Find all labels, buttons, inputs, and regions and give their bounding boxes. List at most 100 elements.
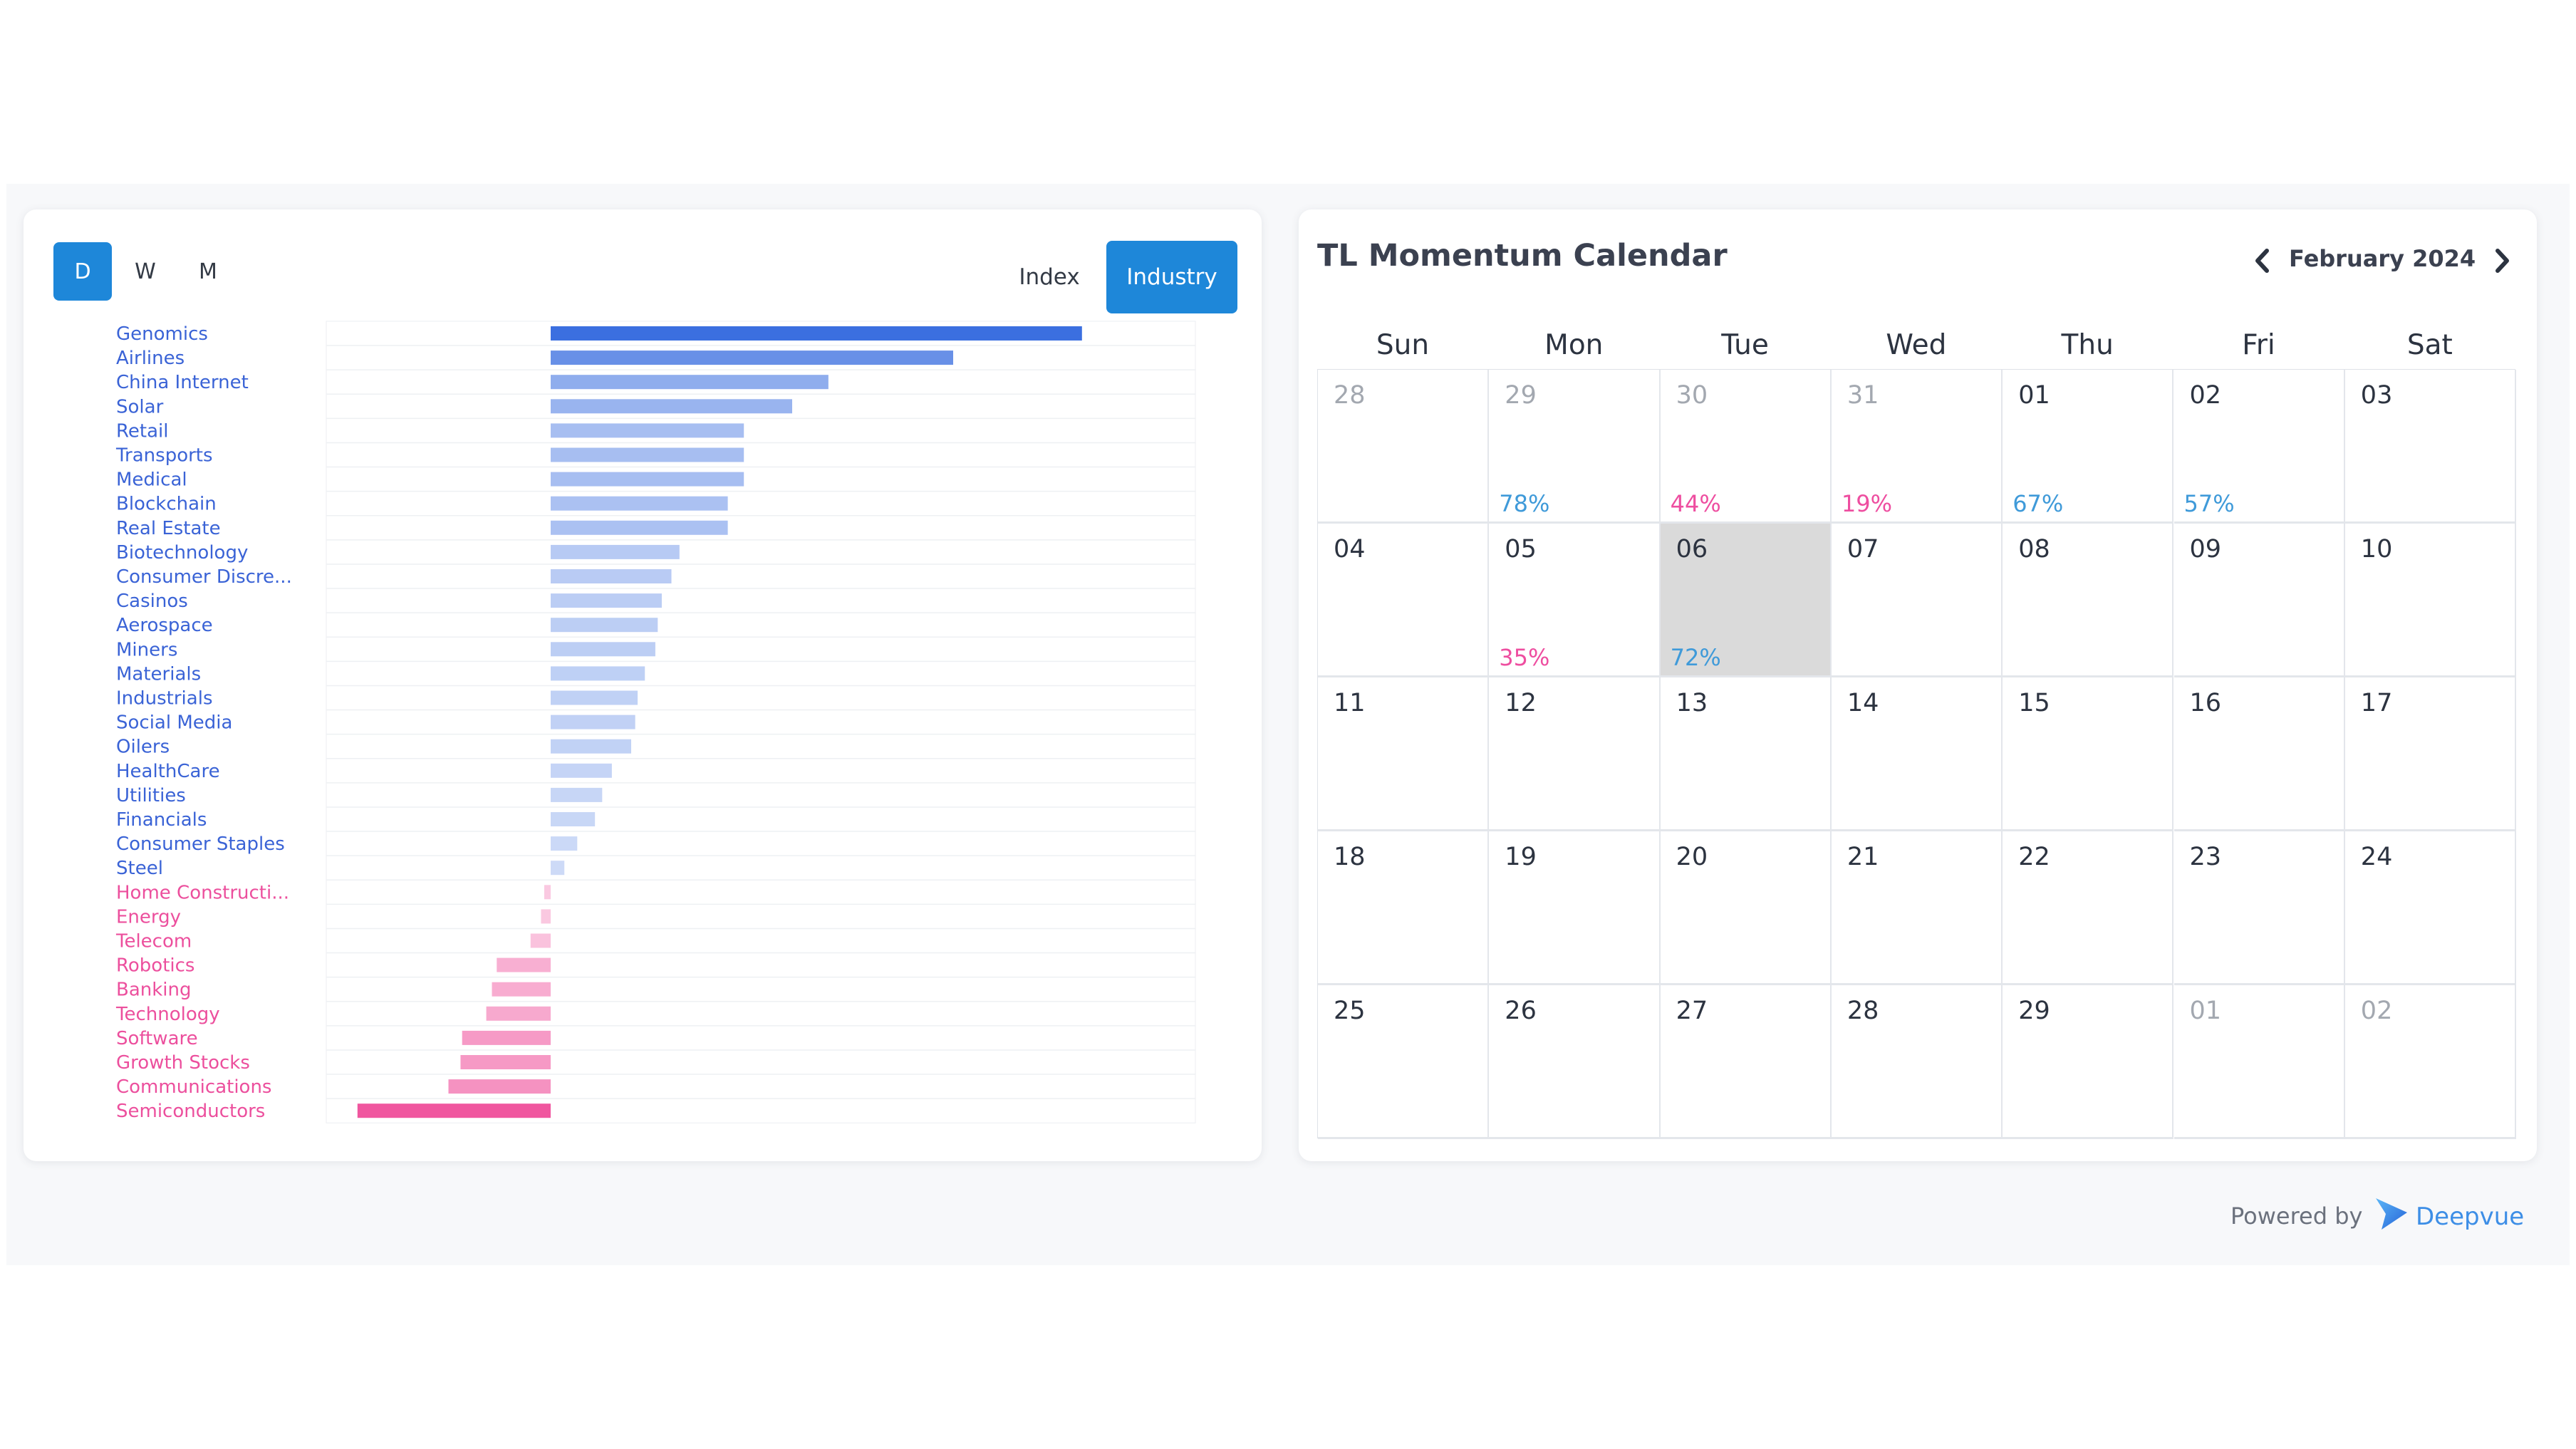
calendar-day[interactable]: 08: [2003, 524, 2174, 677]
industry-label[interactable]: Transports: [115, 445, 213, 467]
calendar-day[interactable]: 09: [2174, 524, 2345, 677]
bar-retail[interactable]: [551, 423, 744, 438]
calendar-day[interactable]: 28: [1831, 985, 2003, 1139]
industry-label[interactable]: Financials: [116, 809, 207, 831]
industry-label[interactable]: Software: [116, 1028, 198, 1049]
bar-consumer-staples[interactable]: [551, 836, 578, 851]
bar-semiconductors[interactable]: [357, 1103, 551, 1118]
calendar-day[interactable]: 26: [1489, 985, 1661, 1139]
period-daily-button[interactable]: D: [53, 242, 112, 301]
bar-communications[interactable]: [448, 1079, 551, 1094]
industry-label[interactable]: Communications: [116, 1076, 271, 1098]
industry-label[interactable]: Materials: [116, 663, 201, 685]
bar-biotechnology[interactable]: [551, 544, 680, 559]
bar-medical[interactable]: [551, 472, 744, 487]
calendar-day[interactable]: 04: [1318, 524, 1490, 677]
calendar-day[interactable]: 28: [1318, 370, 1490, 524]
calendar-day[interactable]: 11: [1318, 677, 1490, 831]
calendar-day[interactable]: 13: [1660, 677, 1832, 831]
industry-label[interactable]: Genomics: [116, 323, 208, 345]
calendar-day[interactable]: 30 44%: [1660, 370, 1832, 524]
bar-banking[interactable]: [492, 982, 551, 997]
period-weekly-button[interactable]: W: [135, 259, 156, 284]
industry-label[interactable]: Social Media: [116, 712, 232, 734]
industry-label[interactable]: Energy: [116, 906, 181, 928]
bar-transports[interactable]: [551, 447, 744, 462]
bar-utilities[interactable]: [551, 787, 603, 802]
calendar-day[interactable]: 25: [1318, 985, 1490, 1139]
industry-label[interactable]: Solar: [116, 396, 164, 417]
calendar-day-today[interactable]: 06 72%: [1660, 524, 1832, 677]
industry-label[interactable]: Real Estate: [116, 518, 221, 539]
deepvue-logo-icon[interactable]: [2372, 1194, 2411, 1237]
industry-label[interactable]: Consumer Discre...: [116, 566, 292, 588]
calendar-day[interactable]: 02 57%: [2174, 370, 2345, 524]
industry-label[interactable]: Airlines: [116, 348, 185, 369]
calendar-day[interactable]: 14: [1831, 677, 2003, 831]
bar-aerospace[interactable]: [551, 618, 658, 633]
bar-social-media[interactable]: [551, 715, 635, 729]
calendar-day[interactable]: 15: [2003, 677, 2174, 831]
calendar-day[interactable]: 07: [1831, 524, 2003, 677]
industry-label[interactable]: China Internet: [116, 372, 249, 393]
bar-industrials[interactable]: [551, 690, 638, 705]
calendar-day[interactable]: 22: [2003, 831, 2174, 985]
bar-technology[interactable]: [486, 1006, 551, 1021]
industry-label[interactable]: Semiconductors: [116, 1101, 265, 1122]
industry-tab[interactable]: Industry: [1106, 241, 1237, 313]
bar-airlines[interactable]: [551, 350, 953, 365]
bar-energy[interactable]: [541, 909, 551, 924]
industry-label[interactable]: Biotechnology: [116, 542, 248, 564]
period-monthly-button[interactable]: M: [199, 259, 217, 284]
bar-growth-stocks[interactable]: [460, 1055, 551, 1069]
bar-oilers[interactable]: [551, 739, 631, 754]
industry-label[interactable]: Oilers: [116, 737, 170, 758]
calendar-day[interactable]: 03: [2344, 370, 2517, 524]
calendar-day[interactable]: 19: [1489, 831, 1661, 985]
industry-label[interactable]: Aerospace: [116, 615, 213, 636]
industry-label[interactable]: Medical: [116, 469, 187, 491]
calendar-day[interactable]: 31 19%: [1831, 370, 2003, 524]
bar-materials[interactable]: [551, 666, 645, 681]
industry-label[interactable]: Technology: [115, 1004, 220, 1025]
industry-label[interactable]: HealthCare: [116, 761, 220, 782]
bar-healthcare[interactable]: [551, 763, 612, 778]
calendar-day[interactable]: 17: [2344, 677, 2517, 831]
bar-blockchain[interactable]: [551, 496, 728, 511]
industry-label[interactable]: Telecom: [115, 931, 192, 952]
bar-casinos[interactable]: [551, 593, 662, 608]
industry-label[interactable]: Miners: [116, 639, 177, 660]
industry-label[interactable]: Growth Stocks: [116, 1052, 250, 1074]
calendar-day[interactable]: 29 78%: [1489, 370, 1661, 524]
next-month-icon[interactable]: [2487, 239, 2518, 282]
industry-label[interactable]: Consumer Staples: [116, 833, 285, 855]
bar-financials[interactable]: [551, 812, 596, 826]
calendar-day[interactable]: 18: [1318, 831, 1490, 985]
industry-label[interactable]: Banking: [116, 980, 192, 1001]
industry-label[interactable]: Steel: [116, 858, 163, 879]
calendar-day[interactable]: 23: [2174, 831, 2345, 985]
calendar-day[interactable]: 01: [2174, 985, 2345, 1139]
bar-steel[interactable]: [551, 861, 565, 876]
calendar-day[interactable]: 27: [1660, 985, 1832, 1139]
bar-genomics[interactable]: [551, 326, 1082, 341]
deepvue-brand-link[interactable]: Deepvue: [2416, 1203, 2525, 1231]
bar-miners[interactable]: [551, 642, 655, 657]
bar-robotics[interactable]: [497, 957, 551, 972]
calendar-day[interactable]: 05 35%: [1489, 524, 1661, 677]
bar-consumer-discre[interactable]: [551, 569, 672, 583]
calendar-day[interactable]: 02: [2344, 985, 2517, 1139]
calendar-day[interactable]: 20: [1660, 831, 1832, 985]
bar-real-estate[interactable]: [551, 520, 728, 535]
bar-solar[interactable]: [551, 399, 792, 414]
bar-telecom[interactable]: [530, 933, 551, 948]
index-tab[interactable]: Index: [1019, 264, 1080, 290]
calendar-day[interactable]: 24: [2344, 831, 2517, 985]
bar-china-internet[interactable]: [551, 375, 829, 390]
industry-label[interactable]: Home Constructi...: [116, 882, 289, 903]
industry-label[interactable]: Industrials: [116, 688, 212, 710]
bar-home-constructi[interactable]: [544, 885, 551, 900]
calendar-day[interactable]: 21: [1831, 831, 2003, 985]
industry-label[interactable]: Casinos: [116, 591, 188, 612]
calendar-day[interactable]: 01 67%: [2003, 370, 2174, 524]
